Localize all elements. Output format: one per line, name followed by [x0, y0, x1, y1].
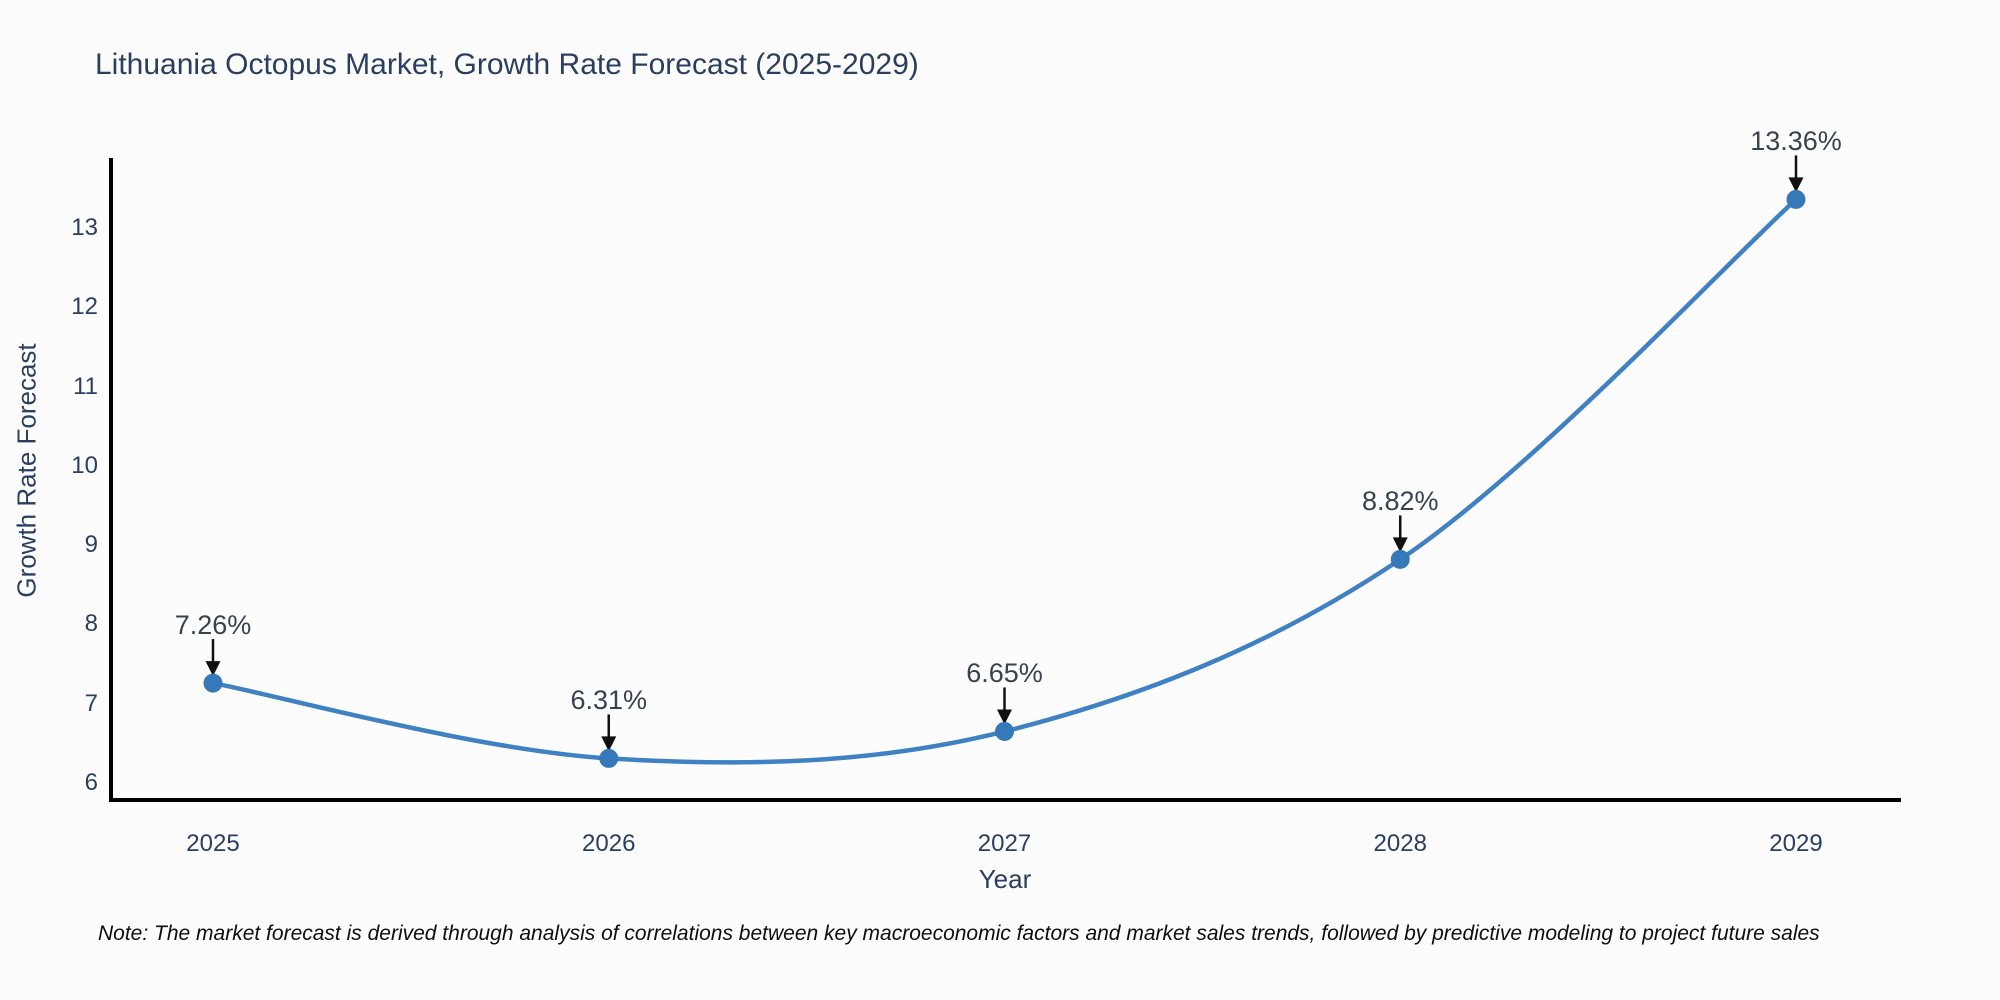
x-tick-label: 2026 — [582, 830, 636, 857]
x-tick-label: 2027 — [977, 830, 1032, 857]
data-point-label: 7.26% — [174, 610, 252, 641]
data-point-marker[interactable] — [995, 721, 1014, 741]
data-point-marker[interactable] — [1786, 189, 1806, 209]
data-point-marker[interactable] — [599, 748, 619, 768]
series-line — [212, 197, 1798, 765]
y-tick-label: 7 — [84, 689, 98, 717]
data-point-label: 6.31% — [570, 685, 648, 716]
data-point-marker[interactable] — [203, 673, 223, 693]
y-tick-label: 10 — [71, 451, 98, 479]
chart-title: Lithuania Octopus Market, Growth Rate Fo… — [95, 48, 919, 81]
y-tick-label: 12 — [71, 293, 98, 321]
annotation-arrowhead — [1788, 177, 1804, 193]
data-point-label: 6.65% — [966, 658, 1043, 689]
annotation-arrowhead — [997, 709, 1012, 725]
data-point-marker[interactable] — [1390, 549, 1410, 569]
annotation-arrowhead — [601, 736, 617, 752]
y-tick-label: 8 — [84, 610, 98, 638]
x-tick-label: 2028 — [1373, 830, 1427, 857]
data-point-label: 13.36% — [1750, 126, 1842, 157]
y-tick-label: 6 — [84, 769, 98, 796]
footnote: Note: The market forecast is derived thr… — [98, 922, 1820, 945]
annotation-arrowhead — [1392, 537, 1408, 553]
x-axis-title: Year — [978, 864, 1032, 894]
y-tick-label: 9 — [84, 531, 98, 559]
data-point-label: 8.82% — [1361, 486, 1439, 517]
x-tick-label: 2029 — [1769, 830, 1823, 857]
x-tick-label: 2025 — [186, 830, 240, 857]
y-tick-label: 13 — [71, 213, 98, 241]
y-tick-label: 11 — [73, 372, 98, 400]
annotation-arrowhead — [205, 661, 221, 677]
